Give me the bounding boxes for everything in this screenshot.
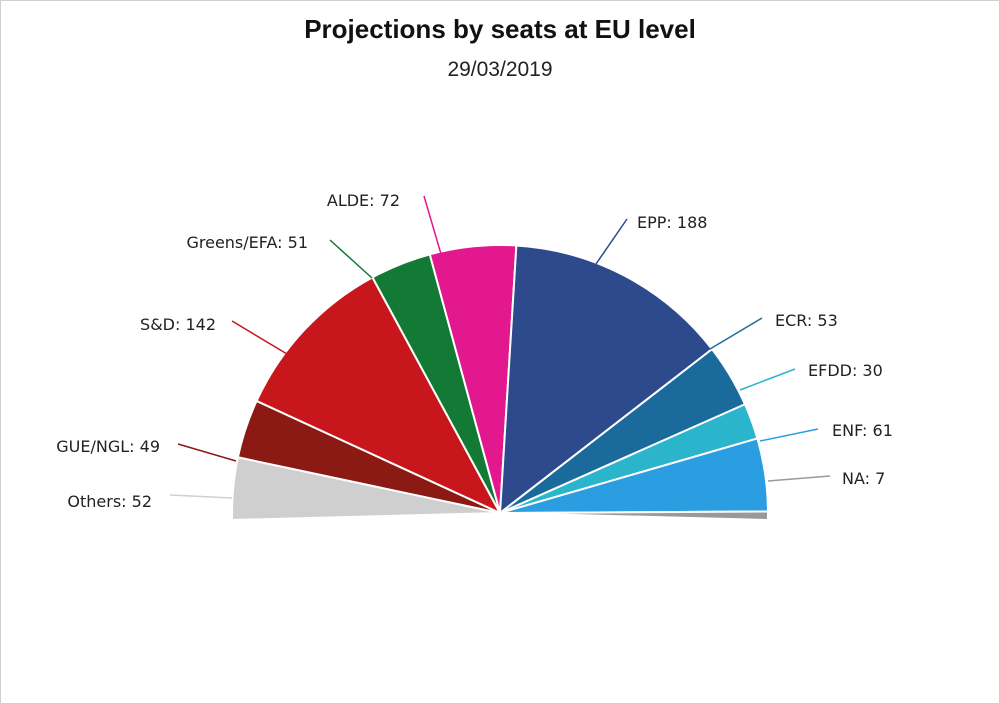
slice-epp	[498, 244, 714, 516]
connector-efdd	[739, 368, 796, 391]
data-label-epp: EPP: 188	[637, 213, 707, 232]
connector-enf	[759, 428, 819, 442]
data-label-na: NA: 7	[842, 469, 885, 488]
data-label-efdd: EFDD: 30	[808, 361, 883, 380]
data-label-greens-efa: Greens/EFA: 51	[186, 233, 308, 252]
data-label-alde: ALDE: 72	[327, 191, 400, 210]
connector-alde	[423, 195, 442, 255]
labels-group: Others: 52 GUE/NGL: 49 S&D: 142 Greens/EFA:…	[56, 191, 893, 511]
slice-na	[499, 510, 770, 522]
connector-others	[169, 494, 233, 499]
data-label-enf: ENF: 61	[832, 421, 893, 440]
data-label-others: Others: 52	[67, 492, 152, 511]
data-label-s-d: S&D: 142	[140, 315, 216, 334]
connector-epp	[595, 218, 628, 265]
chart-subtitle: 29/03/2019	[447, 58, 553, 81]
connector-ecr	[709, 317, 763, 350]
data-label-gue-ngl: GUE/NGL: 49	[56, 437, 160, 456]
chart-title: Projections by seats at EU level	[304, 14, 696, 44]
connector-na	[767, 475, 831, 482]
connector-s-d	[231, 320, 288, 355]
slices-group	[231, 244, 770, 522]
connector-gue-ngl	[177, 443, 237, 462]
connector-greens-efa	[329, 239, 373, 279]
slice-s-d	[255, 275, 503, 516]
data-label-ecr: ECR: 53	[775, 311, 838, 330]
